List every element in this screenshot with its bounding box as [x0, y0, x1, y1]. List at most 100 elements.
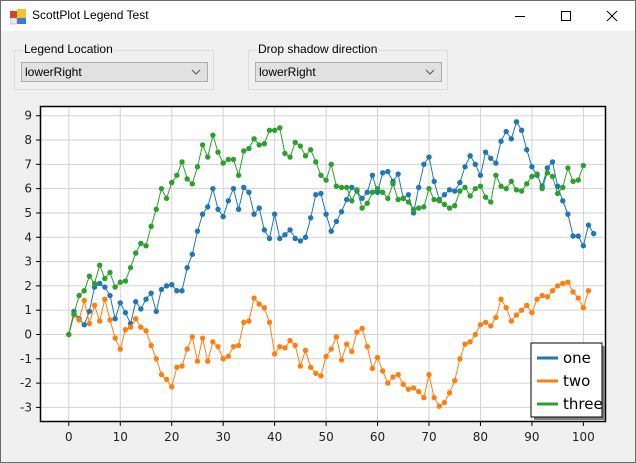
data-point	[374, 185, 381, 192]
data-point	[493, 314, 499, 321]
data-point	[313, 192, 319, 198]
data-point	[133, 315, 139, 322]
data-point	[184, 346, 190, 352]
data-point	[318, 190, 324, 197]
title-bar[interactable]: ScottPlot Legend Test	[1, 1, 635, 31]
data-point	[287, 227, 293, 233]
legend-label-three: three	[563, 395, 603, 413]
legend-location-value: lowerRight	[25, 65, 82, 79]
data-point	[416, 388, 422, 395]
data-point	[215, 149, 221, 155]
data-point	[323, 177, 329, 183]
data-point	[102, 284, 108, 290]
data-point	[256, 301, 262, 307]
data-point	[71, 311, 77, 317]
data-point	[241, 184, 247, 191]
data-point	[277, 125, 283, 131]
data-point	[86, 273, 93, 279]
data-point	[174, 364, 180, 371]
data-point	[143, 243, 149, 249]
data-point	[266, 235, 273, 242]
data-point	[343, 196, 350, 203]
data-point	[580, 305, 587, 311]
data-point	[81, 288, 87, 294]
data-point	[518, 188, 525, 194]
data-point	[493, 172, 499, 178]
legend-label-one: one	[563, 349, 591, 367]
shadow-direction-dropdown[interactable]: lowerRight	[255, 62, 442, 82]
data-point	[81, 297, 87, 304]
data-point	[359, 325, 365, 332]
data-point	[575, 233, 581, 239]
data-point	[431, 178, 437, 185]
data-point	[230, 185, 237, 192]
maximize-button[interactable]	[543, 1, 589, 31]
plot-frame	[39, 105, 607, 423]
data-point	[215, 206, 221, 213]
data-point	[220, 213, 226, 220]
data-point	[179, 363, 185, 369]
data-point	[395, 196, 401, 203]
data-point	[498, 183, 504, 189]
data-point	[230, 156, 237, 163]
data-point	[488, 323, 494, 329]
data-point	[122, 326, 129, 333]
data-point	[524, 302, 530, 309]
data-point	[297, 143, 304, 149]
data-point	[416, 205, 422, 211]
data-point	[482, 149, 489, 155]
data-point	[498, 138, 504, 144]
data-point	[143, 296, 149, 302]
data-point	[349, 348, 355, 355]
data-point	[163, 195, 170, 202]
data-point	[477, 172, 484, 178]
data-point	[416, 184, 422, 191]
data-point	[282, 150, 288, 157]
data-point	[446, 205, 453, 211]
data-point	[570, 233, 576, 239]
data-point	[333, 334, 340, 340]
data-point	[174, 288, 180, 294]
data-point	[271, 351, 278, 357]
data-point	[513, 187, 520, 193]
data-point	[590, 230, 597, 237]
data-point	[81, 322, 87, 328]
data-point	[158, 185, 165, 192]
data-point	[333, 218, 340, 225]
y-tick-label: 0	[24, 327, 32, 341]
data-point	[354, 187, 360, 193]
data-point	[508, 318, 515, 324]
data-point	[138, 240, 144, 247]
data-point	[323, 353, 329, 360]
minimize-button[interactable]	[497, 1, 543, 31]
data-point	[138, 306, 144, 312]
data-point	[359, 205, 365, 211]
data-point	[76, 292, 82, 299]
data-point	[261, 305, 268, 311]
close-button[interactable]	[589, 1, 635, 31]
series-two	[66, 279, 592, 409]
data-point	[210, 339, 216, 345]
x-tick-label: 10	[113, 430, 128, 444]
shadow-direction-value: lowerRight	[259, 65, 316, 79]
y-tick-label: 1	[24, 303, 32, 317]
data-point	[349, 198, 355, 204]
scottplot-chart[interactable]: 0 10 20 30 40 50 60 70 80 90 100 -3 -2 -1 0 1 2 3 4 5 6 7 8 9 on…	[1, 96, 635, 462]
legend-location-dropdown[interactable]: lowerRight	[21, 62, 208, 82]
data-point	[313, 370, 319, 377]
data-point	[194, 164, 201, 170]
data-point	[241, 319, 247, 326]
data-point	[328, 228, 334, 234]
data-point	[405, 386, 412, 392]
data-point	[199, 335, 206, 341]
y-tick-label: 4	[24, 230, 32, 244]
data-point	[549, 159, 556, 165]
data-point	[302, 347, 309, 353]
data-point	[143, 328, 149, 334]
data-point	[189, 181, 196, 187]
data-point	[307, 215, 314, 221]
data-point	[518, 127, 525, 134]
data-point	[570, 289, 576, 295]
data-point	[184, 176, 190, 182]
data-point	[102, 275, 108, 282]
